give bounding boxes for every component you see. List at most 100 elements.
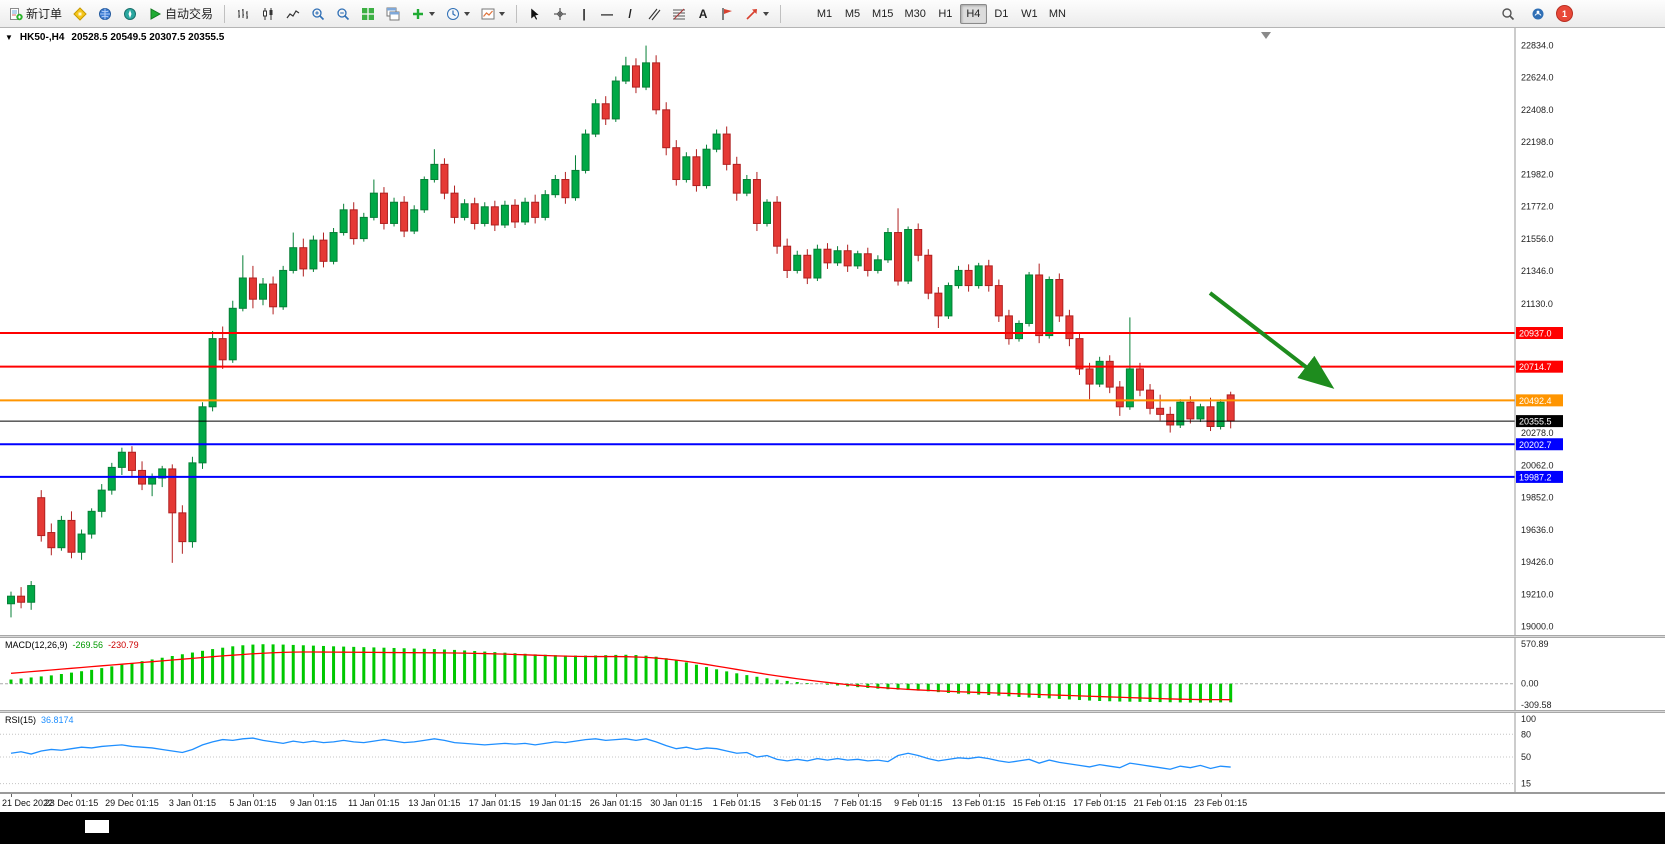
macd-indicator-label: MACD(12,26,9) -269.56 -230.79 bbox=[5, 640, 139, 650]
price-tick-label: 21130.0 bbox=[1521, 299, 1553, 309]
search-button[interactable] bbox=[1496, 3, 1520, 25]
metaeditor-button[interactable] bbox=[68, 3, 92, 25]
autotrading-button[interactable]: 自动交易 bbox=[143, 3, 218, 25]
notification-badge[interactable]: 1 bbox=[1556, 5, 1573, 22]
cascade-windows-button[interactable] bbox=[381, 3, 405, 25]
time-axis-label: 21 Feb 01:15 bbox=[1133, 798, 1187, 808]
timeframe-button-W1[interactable]: W1 bbox=[1016, 4, 1043, 24]
channel-tool-button[interactable] bbox=[642, 3, 666, 25]
candle-body bbox=[591, 103, 600, 135]
rsi-panel[interactable]: 100 80 50 15 bbox=[0, 713, 1665, 792]
ohlc-bars-icon bbox=[238, 8, 249, 19]
horizontal-line-tool-button[interactable]: — bbox=[596, 3, 618, 25]
chart-shift-marker[interactable] bbox=[1261, 32, 1271, 39]
collapse-chart-button[interactable]: ▼ bbox=[5, 33, 13, 42]
candle-body bbox=[279, 269, 288, 308]
text-tool-button[interactable]: A bbox=[692, 3, 714, 25]
main-chart[interactable]: 22834.0 22624.0 22408.0 22198.0 21982.0 21772… bbox=[0, 28, 1665, 635]
zoom-in-button[interactable] bbox=[306, 3, 330, 25]
candle-body bbox=[1095, 360, 1104, 385]
time-axis-label: 3 Jan 01:15 bbox=[168, 798, 216, 808]
timeframe-button-MN[interactable]: MN bbox=[1044, 4, 1071, 24]
candle-body bbox=[611, 80, 620, 120]
bar-chart-type-button[interactable] bbox=[231, 3, 255, 25]
zoom-out-button[interactable] bbox=[331, 3, 355, 25]
timeframe-button-M5[interactable]: M5 bbox=[839, 4, 866, 24]
candlestick-chart-type-button[interactable] bbox=[256, 3, 280, 25]
label-flag-icon bbox=[722, 7, 733, 20]
candle-body bbox=[1075, 338, 1084, 370]
community-globe-icon bbox=[1532, 8, 1544, 19]
tile-windows-button[interactable] bbox=[356, 3, 380, 25]
trendline-icon: / bbox=[628, 6, 632, 21]
macd-panel[interactable]: 570.89 0.00 -309.58 bbox=[0, 638, 1665, 710]
time-axis-label: 30 Jan 01:15 bbox=[650, 798, 703, 808]
timeframe-button-D1[interactable]: D1 bbox=[988, 4, 1015, 24]
rsi-axis-label: 15 bbox=[1521, 779, 1531, 789]
vertical-line-tool-button[interactable]: | bbox=[573, 3, 595, 25]
price-tick-label: 19852.0 bbox=[1521, 492, 1554, 502]
time-axis-label: 21 Dec 2022 bbox=[2, 798, 54, 808]
label-tool-button[interactable] bbox=[715, 3, 739, 25]
candle-body bbox=[1146, 389, 1155, 409]
symbol-period-label: HK50-,H4 bbox=[19, 32, 65, 43]
line-chart-type-button[interactable] bbox=[281, 3, 305, 25]
price-badge-label: 20202.7 bbox=[1519, 440, 1552, 450]
candle-body bbox=[531, 201, 540, 218]
indicators-button[interactable] bbox=[406, 3, 440, 25]
timeframe-button-M15[interactable]: M15 bbox=[867, 4, 898, 24]
candle-body bbox=[349, 209, 358, 240]
price-tick-label: 22624.0 bbox=[1521, 72, 1554, 82]
candle-body bbox=[551, 179, 560, 196]
candle-body bbox=[440, 163, 449, 194]
candle-body bbox=[803, 254, 812, 279]
time-tick bbox=[252, 794, 254, 797]
crosshair-button[interactable] bbox=[548, 3, 572, 25]
price-badge bbox=[1516, 327, 1563, 339]
panel-splitter[interactable] bbox=[0, 710, 1665, 713]
time-axis-label: 23 Feb 01:15 bbox=[1194, 798, 1248, 808]
timeframe-button-M1[interactable]: M1 bbox=[811, 4, 838, 24]
time-tick bbox=[494, 794, 496, 797]
candle-body bbox=[1004, 315, 1013, 340]
vertical-line-icon: | bbox=[582, 6, 586, 21]
trend-arrow-annotation[interactable] bbox=[1208, 291, 1335, 389]
cursor-button[interactable] bbox=[523, 3, 547, 25]
candle-body bbox=[208, 338, 217, 408]
periods-button[interactable] bbox=[441, 3, 475, 25]
candle-body bbox=[238, 277, 247, 309]
templates-button[interactable] bbox=[476, 3, 510, 25]
timeframe-button-H1[interactable]: H1 bbox=[932, 4, 959, 24]
navigator-button[interactable] bbox=[118, 3, 142, 25]
bottom-terminal-bar bbox=[0, 812, 1665, 844]
timeframe-button-M30[interactable]: M30 bbox=[899, 4, 930, 24]
caret-down-icon bbox=[499, 11, 506, 16]
time-axis-label: 17 Jan 01:15 bbox=[468, 798, 521, 808]
price-tick-label: 22834.0 bbox=[1521, 41, 1554, 51]
panel-splitter[interactable] bbox=[0, 635, 1665, 638]
arrow-tools-button[interactable] bbox=[740, 3, 774, 25]
community-button[interactable] bbox=[1526, 3, 1550, 25]
candle-body bbox=[339, 209, 348, 234]
candle-body bbox=[823, 248, 832, 264]
new-order-button[interactable]: 新订单 bbox=[4, 3, 67, 25]
candle-body bbox=[57, 519, 66, 549]
candle-body bbox=[400, 201, 409, 232]
macd-axis-label: 570.89 bbox=[1521, 639, 1549, 649]
price-badge-label: 20492.4 bbox=[1519, 396, 1552, 406]
price-tick-label: 19426.0 bbox=[1521, 557, 1554, 567]
time-axis-label: 13 Jan 01:15 bbox=[408, 798, 461, 808]
fibonacci-tool-button[interactable] bbox=[667, 3, 691, 25]
trendline-tool-button[interactable]: / bbox=[619, 3, 641, 25]
market-watch-button[interactable] bbox=[93, 3, 117, 25]
rsi-indicator-label: RSI(15) 36.8174 bbox=[5, 715, 74, 725]
toolbar-separator bbox=[224, 4, 226, 23]
candle-body bbox=[188, 462, 197, 543]
timeframe-button-H4[interactable]: H4 bbox=[959, 3, 987, 24]
candle-body bbox=[1045, 279, 1054, 337]
time-axis-label: 11 Jan 01:15 bbox=[348, 798, 400, 808]
candle-body bbox=[863, 253, 872, 271]
terminal-white-chip bbox=[85, 820, 109, 833]
candle-body bbox=[1176, 401, 1185, 426]
candle-body bbox=[571, 169, 580, 199]
